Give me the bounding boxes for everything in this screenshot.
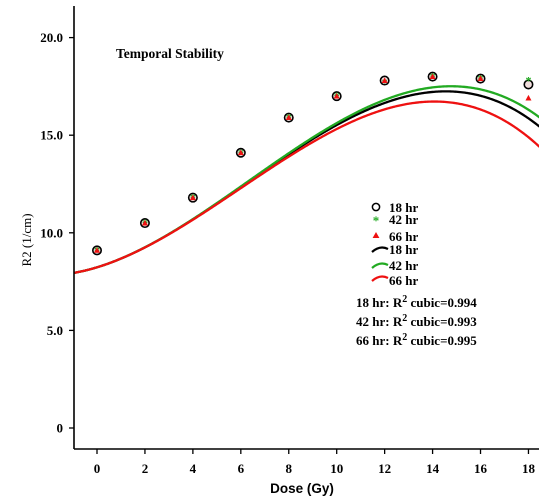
point-66hr-12	[381, 77, 388, 83]
fit-curve-42hr	[74, 85, 539, 275]
y-tick-label-5.0: 5.0	[47, 323, 63, 338]
axes	[73, 6, 539, 450]
x-tick-label-6: 6	[238, 461, 245, 476]
x-tick-label-10: 10	[330, 461, 343, 476]
x-tick-label-2: 2	[142, 461, 149, 476]
x-tick-label-14: 14	[426, 461, 440, 476]
legend-line-42hr	[371, 262, 389, 269]
axis-ticks: 0 2 4 6 8 10 12 14 16 18 0 5.0 10.0 15.0 20.0	[40, 30, 535, 476]
x-axis-label: Dose (Gy)	[270, 481, 334, 496]
legend-marker-18hr	[371, 202, 381, 212]
y-tick-label-0: 0	[57, 421, 64, 436]
fit-curves	[74, 85, 539, 275]
fit-curve-66hr	[74, 100, 539, 275]
point-66hr-4	[189, 194, 196, 201]
x-tick-label-16: 16	[474, 461, 488, 476]
x-tick-label-0: 0	[94, 461, 101, 476]
legend-label-66hr-line: 66 hr	[389, 273, 418, 288]
x-tick-label-8: 8	[286, 461, 293, 476]
legend-line-66hr	[371, 275, 389, 282]
legend-label-42hr-line: 42 hr	[389, 258, 418, 273]
legend-line-18hr	[371, 246, 389, 253]
x-tick-label-4: 4	[190, 461, 197, 476]
x-tick-label-12: 12	[378, 461, 391, 476]
point-66hr-10	[333, 92, 340, 99]
fit-annotations: 18 hr: R2 cubic=0.994 42 hr: R2 cubic=0.…	[356, 294, 477, 348]
legend: 18 hr * 42 hr 66 hr 18 hr 42 hr 66 hr	[371, 200, 418, 288]
annotation-42hr: 42 hr: R2 cubic=0.993	[356, 313, 477, 329]
annotation-18hr: 18 hr: R2 cubic=0.994	[356, 294, 477, 310]
point-18hr-18	[523, 79, 534, 90]
point-66hr-2	[141, 219, 148, 226]
chart-title: Temporal Stability	[116, 46, 224, 61]
point-42hr-18: *	[525, 74, 531, 88]
point-66hr-8	[285, 114, 292, 121]
y-tick-label-15.0: 15.0	[40, 128, 63, 143]
legend-label-18hr-marker: 18 hr	[389, 200, 418, 215]
legend-marker-42hr: *	[373, 213, 380, 228]
fit-curve-18hr	[74, 90, 539, 275]
legend-label-42hr-marker: 42 hr	[389, 212, 418, 227]
point-66hr-14	[429, 73, 436, 80]
annotation-66hr: 66 hr: R2 cubic=0.995	[356, 332, 477, 348]
point-66hr-18	[525, 94, 532, 101]
point-66hr-16	[477, 75, 484, 81]
point-66hr-0	[94, 247, 100, 253]
y-tick-label-10.0: 10.0	[40, 225, 63, 240]
x-tick-label-18: 18	[522, 461, 536, 476]
y-tick-label-20.0: 20.0	[40, 30, 63, 45]
point-66hr-6	[237, 149, 244, 156]
legend-label-66hr-marker: 66 hr	[389, 229, 418, 244]
y-axis-label: R2 (1/cm)	[19, 213, 34, 266]
legend-marker-66hr	[372, 232, 380, 238]
legend-label-18hr-line: 18 hr	[389, 242, 418, 257]
data-points: **********	[92, 70, 534, 257]
